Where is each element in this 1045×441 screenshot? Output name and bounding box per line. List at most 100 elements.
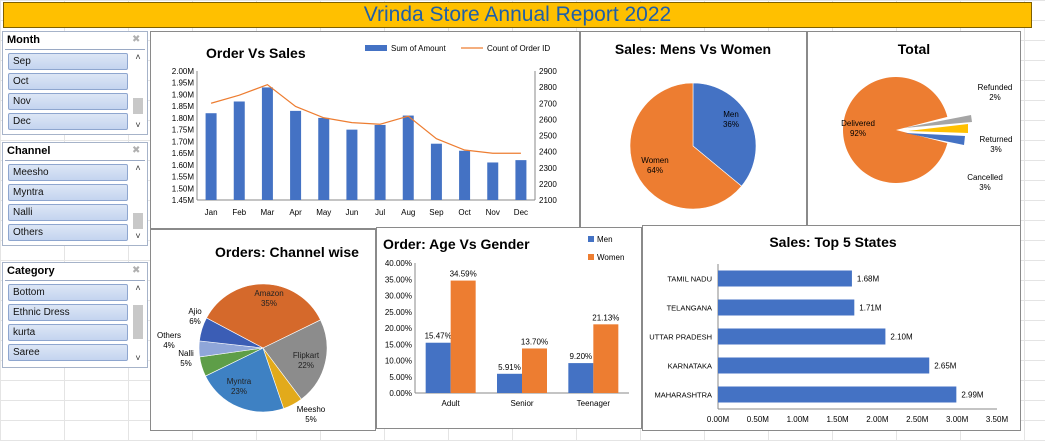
y2-tick-label: 2900 <box>539 67 557 76</box>
chevron-down-icon[interactable]: ˅ <box>135 120 141 130</box>
bar <box>718 357 930 374</box>
filter-icon[interactable]: ✖ <box>132 145 141 156</box>
data-label: 2.65M <box>934 362 957 371</box>
y-tick-label: TELANGANA <box>667 304 712 313</box>
y-tick-label: 15.00% <box>385 340 412 349</box>
x-tick-label: Dec <box>514 208 528 217</box>
y2-tick-label: 2800 <box>539 83 557 92</box>
age-vs-gender-panel[interactable]: Order: Age Vs Gender Men Women 0.00% 5.00% 10… <box>376 227 642 429</box>
x-tick-label: 2.50M <box>906 415 929 424</box>
slicer-item[interactable]: Others <box>8 224 128 241</box>
top-5-states-panel[interactable]: Sales: Top 5 States 0.00M 0.50M 1.00M 1.50M 2… <box>642 225 1021 431</box>
slicer-scrollbar[interactable]: ˄ ˅ <box>132 283 144 363</box>
x-tick-label: Jan <box>205 208 218 217</box>
y-tick-label: 1.70M <box>172 137 195 146</box>
y-tick-label: UTTAR PRADESH <box>649 333 712 342</box>
x-tick-label: Jul <box>375 208 385 217</box>
pie-slice <box>262 319 328 400</box>
slice-pct: 5% <box>305 415 317 424</box>
chevron-up-icon[interactable]: ˄ <box>135 283 141 293</box>
slicer-item[interactable]: Sep <box>8 53 128 70</box>
scroll-thumb[interactable] <box>133 213 143 229</box>
slicer-item[interactable]: Ethnic Dress <box>8 304 128 321</box>
slicer-category[interactable]: Category ✖ Bottom Ethnic Dress kurta Saree ˄ ˅ <box>2 262 148 368</box>
chevron-down-icon[interactable]: ˅ <box>135 231 141 241</box>
bar <box>318 117 330 200</box>
slicer-item[interactable]: Myntra <box>8 184 128 201</box>
slicer-item[interactable]: kurta <box>8 324 128 341</box>
slice-pct: 36% <box>723 120 739 129</box>
x-tick-label: Adult <box>442 399 461 408</box>
filter-icon[interactable]: ✖ <box>132 34 141 45</box>
chart-title: Orders: Channel wise <box>215 244 359 260</box>
y-tick-label: 1.75M <box>172 126 195 135</box>
mens-vs-women-panel[interactable]: Sales: Mens Vs Women Men 36% Women 64% <box>580 31 807 229</box>
slice-pct: 35% <box>261 299 277 308</box>
line-series-orders <box>210 84 521 154</box>
filter-icon[interactable]: ✖ <box>132 265 141 276</box>
chevron-up-icon[interactable]: ˄ <box>135 52 141 62</box>
y2-tick-label: 2600 <box>539 115 557 124</box>
chevron-down-icon[interactable]: ˅ <box>135 353 141 363</box>
data-label: 1.68M <box>857 275 880 284</box>
slicer-header: Month <box>7 34 40 46</box>
slice-label: Women <box>641 156 668 165</box>
slicer-item[interactable]: Saree <box>8 344 128 361</box>
bar <box>718 270 852 287</box>
x-tick-label: 3.50M <box>986 415 1009 424</box>
slicer-item[interactable]: Dec <box>8 113 128 130</box>
pie-slice <box>629 82 742 210</box>
bar <box>718 299 855 316</box>
channel-wise-panel[interactable]: Orders: Channel wise Amazon 35% Flipkart 22%… <box>150 229 376 431</box>
pie-slice <box>199 317 264 349</box>
bar <box>718 386 957 403</box>
chart-title: Sales: Top 5 States <box>769 234 897 250</box>
slice-pct: 92% <box>850 129 866 138</box>
slicer-month[interactable]: Month ✖ Sep Oct Nov Dec ˄ ˅ <box>2 31 148 135</box>
slicer-header: Channel <box>7 145 51 157</box>
data-label: 9.20% <box>569 352 592 361</box>
y-tick-label: 1.60M <box>172 161 195 170</box>
slice-label: Ajio <box>188 307 202 316</box>
bar <box>568 363 594 393</box>
x-tick-label: Jun <box>345 208 358 217</box>
slicer-scrollbar[interactable]: ˄ ˅ <box>132 52 144 130</box>
slicer-item[interactable]: Nalli <box>8 204 128 221</box>
slicer-item[interactable]: Meesho <box>8 164 128 181</box>
chart-title: Order Vs Sales <box>206 45 306 61</box>
scroll-thumb[interactable] <box>133 98 143 114</box>
slicer-channel[interactable]: Channel ✖ Meesho Myntra Nalli Others ˄ ˅ <box>2 142 148 246</box>
data-label: 34.59% <box>450 270 477 279</box>
slicer-header: Category <box>7 265 55 277</box>
y-tick-label: 1.65M <box>172 149 195 158</box>
bar <box>522 348 547 393</box>
chart-title: Order: Age Vs Gender <box>383 236 530 252</box>
y2-tick-label: 2700 <box>539 99 557 108</box>
slicer-item[interactable]: Bottom <box>8 284 128 301</box>
data-label: 13.70% <box>521 337 548 346</box>
y2-tick-label: 2100 <box>539 196 557 205</box>
slice-pct: 5% <box>180 359 192 368</box>
bar <box>205 113 217 200</box>
slice-pct: 64% <box>647 166 663 175</box>
order-vs-sales-panel[interactable]: Order Vs Sales Sum of Amount Count of Orde… <box>150 31 580 229</box>
slicer-scrollbar[interactable]: ˄ ˅ <box>132 163 144 241</box>
x-tick-label: Sep <box>429 208 444 217</box>
y-tick-label: 1.95M <box>172 79 195 88</box>
chevron-up-icon[interactable]: ˄ <box>135 163 141 173</box>
slice-label: Myntra <box>227 377 252 386</box>
slice-pct: 22% <box>298 361 314 370</box>
slicer-item[interactable]: Nov <box>8 93 128 110</box>
scroll-thumb[interactable] <box>133 305 143 339</box>
x-tick-label: May <box>316 208 331 217</box>
y-tick-label: 1.90M <box>172 90 195 99</box>
y2-tick-label: 2300 <box>539 164 557 173</box>
legend-swatch-women <box>588 254 594 260</box>
bar <box>593 324 619 393</box>
slice-label: Returned <box>980 135 1013 144</box>
bar <box>459 150 471 200</box>
x-tick-label: 0.50M <box>747 415 770 424</box>
slicer-item[interactable]: Oct <box>8 73 128 90</box>
bar <box>430 143 442 200</box>
order-status-panel[interactable]: Total Delivered 92% Refunded 2% Returned 3% Can… <box>807 31 1021 229</box>
